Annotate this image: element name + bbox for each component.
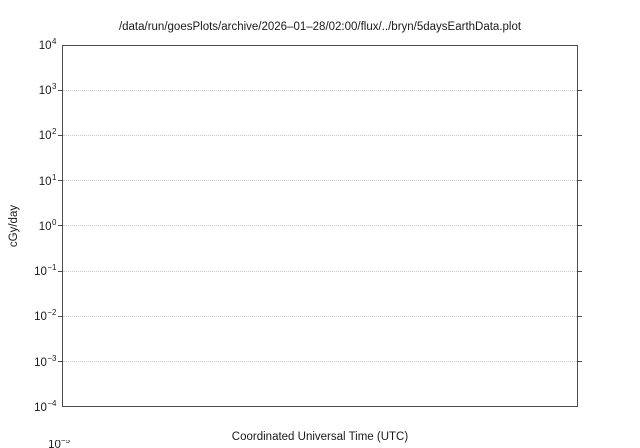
y-tick-mark-left-1e-3 <box>58 360 63 362</box>
y-tick-mark-right-1e1 <box>577 180 582 182</box>
gridline-1e3 <box>63 89 577 91</box>
y-tick-label-1e3: 103 <box>38 82 57 97</box>
y-tick-mark-right-1e-1 <box>577 270 582 272</box>
y-tick-label-1e-4: 10−4 <box>34 399 57 414</box>
gridline-1e0 <box>63 225 577 227</box>
y-tick-label-1e-3: 10−3 <box>34 354 57 369</box>
plot-area <box>58 45 582 407</box>
gridline-1e1 <box>63 180 577 182</box>
y-tick-mark-left-1e0 <box>58 225 63 227</box>
y-tick-mark-right-1e2 <box>577 134 582 136</box>
y-tick-label-1e1: 101 <box>38 173 57 188</box>
y-tick-mark-left-1e3 <box>58 89 63 91</box>
gridline-1e-3 <box>63 360 577 362</box>
gridline-1e-2 <box>63 315 577 317</box>
x-axis-label: Coordinated Universal Time (UTC) <box>231 431 409 443</box>
y-tick-mark-left-1e1 <box>58 180 63 182</box>
y-tick-label-1e4: 104 <box>38 37 57 52</box>
y-tick-mark-right-1e-3 <box>577 360 582 362</box>
y-tick-mark-right-1e-2 <box>577 315 582 317</box>
y-tick-label-1e-1: 10−1 <box>34 263 57 278</box>
y-tick-label-1e-2: 10−2 <box>34 308 57 323</box>
y-tick-mark-right-1e0 <box>577 225 582 227</box>
chart-title: /data/run/goesPlots/archive/2026–01–28/0… <box>118 21 522 33</box>
y-tick-mark-right-1e3 <box>577 89 582 91</box>
y-tick-label-1e2: 102 <box>38 127 57 142</box>
clipped-y-tick-label-1e-5: 10−5 <box>48 440 70 448</box>
y-tick-mark-left-1e-1 <box>58 270 63 272</box>
y-tick-label-1e0: 100 <box>38 218 57 233</box>
gridline-1e-1 <box>63 270 577 272</box>
y-tick-mark-left-1e-2 <box>58 315 63 317</box>
y-tick-mark-left-1e2 <box>58 134 63 136</box>
gridline-1e2 <box>63 134 577 136</box>
